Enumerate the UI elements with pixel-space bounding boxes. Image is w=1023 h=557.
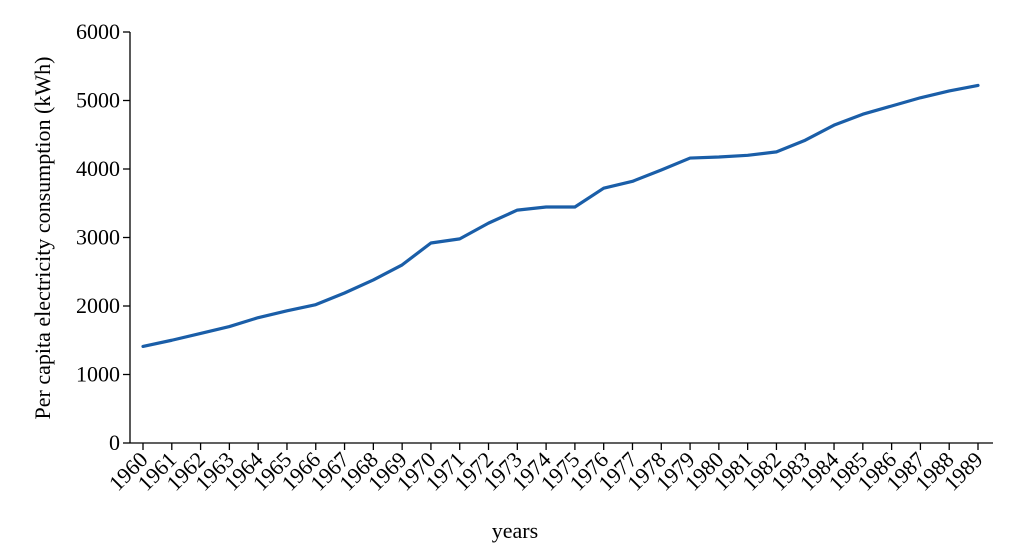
data-line <box>141 83 980 349</box>
y-tick-label: 0 <box>109 430 120 455</box>
y-tick-label: 3000 <box>76 225 120 250</box>
y-axis-label: Per capita electricity consumption (kWh) <box>30 57 55 420</box>
y-tick-label: 4000 <box>76 156 120 181</box>
y-tick-label: 1000 <box>76 362 120 387</box>
x-axis-label: years <box>492 518 538 543</box>
y-tick-label: 6000 <box>76 19 120 44</box>
y-tick-label: 5000 <box>76 88 120 113</box>
y-tick-label: 2000 <box>76 293 120 318</box>
